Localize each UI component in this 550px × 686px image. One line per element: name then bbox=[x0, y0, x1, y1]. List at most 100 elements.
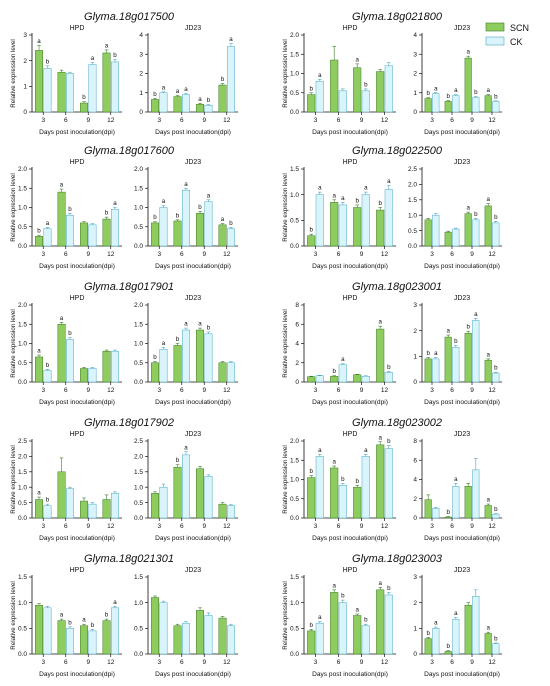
bar-ck bbox=[43, 505, 52, 519]
gene-figure: Glyma.18g017902 HPD Relative expression le… bbox=[10, 417, 238, 542]
y-tick-label: 0.0 bbox=[134, 243, 143, 250]
y-axis-label: Relative expression level bbox=[282, 173, 289, 241]
significance-label: a bbox=[387, 178, 391, 185]
x-tick-label: 3 bbox=[157, 251, 161, 258]
significance-label: a bbox=[466, 49, 470, 56]
y-tick-label: 1.5 bbox=[134, 574, 143, 581]
y-tick-label: 1 bbox=[413, 90, 417, 97]
y-tick-label: 1.0 bbox=[18, 341, 27, 348]
significance-label: b bbox=[46, 362, 50, 369]
panel-title: JD23 bbox=[185, 567, 201, 574]
bar-scn bbox=[218, 503, 227, 519]
x-tick-label: 9 bbox=[202, 387, 206, 394]
y-tick-label: 8 bbox=[413, 438, 417, 445]
bar-ck bbox=[384, 189, 393, 247]
x-tick-label: 9 bbox=[86, 387, 90, 394]
bar-ck bbox=[88, 368, 97, 383]
x-tick-label: 6 bbox=[180, 659, 184, 666]
bar-ck bbox=[88, 224, 97, 247]
bar-scn bbox=[444, 101, 452, 113]
bar-scn bbox=[218, 84, 227, 113]
significance-label: b bbox=[309, 85, 313, 92]
bar-scn bbox=[57, 71, 66, 113]
bar-ck bbox=[492, 643, 500, 655]
bar-scn bbox=[151, 597, 159, 655]
gene-figure: Glyma.18g021301 HPD Relative expression le… bbox=[10, 553, 238, 678]
bar-ck bbox=[384, 65, 393, 113]
x-tick-label: 6 bbox=[64, 523, 68, 530]
bar-ck bbox=[432, 358, 440, 383]
significance-label: a bbox=[486, 196, 490, 203]
bar-scn bbox=[35, 356, 44, 383]
y-tick-label: 1 bbox=[139, 90, 143, 97]
bar-scn bbox=[307, 477, 316, 519]
y-tick-label: 1.5 bbox=[408, 197, 417, 204]
bar-scn bbox=[376, 444, 385, 519]
significance-label: b bbox=[153, 214, 157, 221]
bar-ck bbox=[227, 505, 235, 519]
significance-label: b bbox=[454, 338, 458, 345]
significance-label: b bbox=[446, 643, 450, 650]
significance-label: a bbox=[198, 321, 202, 328]
bar-scn bbox=[464, 604, 472, 655]
x-axis-label: Days post inoculation(dpi) bbox=[312, 671, 388, 678]
bar-ck bbox=[361, 456, 370, 519]
bar-ck bbox=[204, 615, 213, 655]
panel-title: HPD bbox=[343, 431, 358, 438]
y-tick-label: 1 bbox=[413, 626, 417, 633]
significance-label: b bbox=[46, 58, 50, 65]
panel-title: HPD bbox=[343, 159, 358, 166]
bar-scn bbox=[444, 231, 452, 247]
y-tick-label: 0.0 bbox=[290, 651, 299, 658]
bar-ck bbox=[432, 508, 440, 519]
bar-scn bbox=[80, 500, 88, 519]
bar-scn bbox=[173, 96, 182, 113]
x-tick-label: 6 bbox=[450, 387, 454, 394]
bar-scn bbox=[484, 633, 492, 655]
bar-ck bbox=[204, 105, 213, 113]
x-axis-label: Days post inoculation(dpi) bbox=[312, 129, 388, 136]
x-tick-label: 6 bbox=[337, 387, 341, 394]
x-tick-label: 9 bbox=[86, 251, 90, 258]
x-tick-label: 12 bbox=[223, 117, 231, 124]
y-tick-label: 1.0 bbox=[18, 600, 27, 607]
panel-title: JD23 bbox=[454, 25, 470, 32]
bar-scn bbox=[307, 235, 316, 247]
gene-title: Glyma.18g017902 bbox=[84, 417, 174, 429]
bar-scn bbox=[151, 222, 159, 247]
bar-scn bbox=[102, 52, 111, 113]
gene-figure: Glyma.18g022500 HPD Relative expression le… bbox=[282, 145, 502, 270]
significance-label: a bbox=[46, 220, 50, 227]
y-tick-label: 1.5 bbox=[290, 574, 299, 581]
y-tick-label: 0.5 bbox=[290, 496, 299, 503]
significance-label: a bbox=[113, 200, 117, 207]
y-tick-label: 4 bbox=[413, 32, 417, 39]
x-tick-label: 9 bbox=[202, 523, 206, 530]
significance-label: a bbox=[207, 192, 211, 199]
significance-label: b bbox=[474, 89, 478, 96]
significance-label: b bbox=[355, 478, 359, 485]
y-tick-label: 1.0 bbox=[134, 484, 143, 491]
x-tick-label: 12 bbox=[381, 387, 389, 394]
bar-scn bbox=[80, 222, 88, 247]
bar-scn bbox=[57, 191, 66, 247]
bar-ck bbox=[66, 488, 74, 519]
bar-scn bbox=[330, 59, 339, 113]
x-tick-label: 12 bbox=[107, 117, 115, 124]
x-tick-label: 6 bbox=[64, 117, 68, 124]
bar-ck bbox=[182, 454, 190, 519]
y-tick-label: 0.5 bbox=[18, 224, 27, 231]
y-tick-label: 0.0 bbox=[18, 515, 27, 522]
y-tick-label: 2.5 bbox=[18, 438, 27, 445]
bar-scn bbox=[218, 362, 227, 383]
bar-scn bbox=[35, 604, 44, 655]
bar-scn bbox=[464, 57, 472, 113]
bar-ck bbox=[452, 95, 460, 113]
y-tick-label: 0.0 bbox=[134, 651, 143, 658]
significance-label: b bbox=[474, 211, 478, 218]
bar-ck bbox=[338, 485, 347, 519]
significance-label: a bbox=[318, 447, 322, 454]
gene-title: Glyma.18g017600 bbox=[84, 145, 175, 157]
